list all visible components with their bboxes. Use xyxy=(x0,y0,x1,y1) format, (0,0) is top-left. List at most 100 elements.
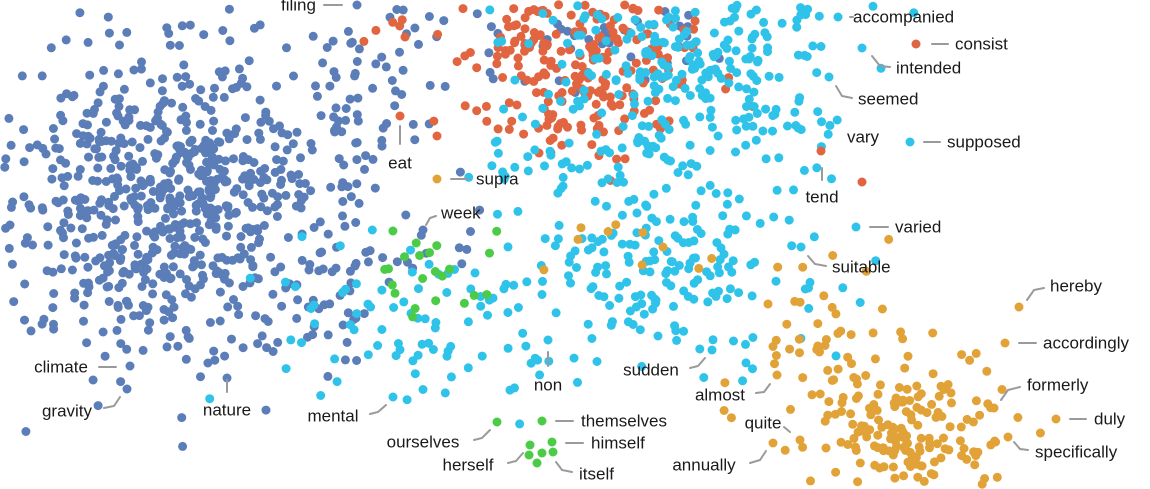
scatter-point xyxy=(133,217,143,227)
scatter-point xyxy=(114,94,124,104)
scatter-point xyxy=(693,275,703,285)
scatter-point xyxy=(724,78,734,88)
scatter-point xyxy=(198,234,208,244)
scatter-point xyxy=(654,130,664,140)
scatter-point xyxy=(486,22,496,32)
scatter-point xyxy=(262,175,272,185)
scatter-point xyxy=(853,477,863,487)
scatter-point xyxy=(543,97,553,107)
scatter-point xyxy=(145,174,155,184)
scatter-point xyxy=(323,330,333,340)
scatter-point xyxy=(965,355,975,365)
scatter-point xyxy=(392,257,402,267)
scatter-point xyxy=(658,242,668,252)
scatter-point xyxy=(205,138,215,148)
scatter-point xyxy=(262,343,272,353)
scatter-point xyxy=(470,268,480,278)
scatter-point xyxy=(363,257,373,267)
scatter-point xyxy=(292,313,302,323)
scatter-point xyxy=(497,36,507,46)
scatter-point xyxy=(747,291,757,301)
scatter-point xyxy=(724,262,733,272)
scatter-point xyxy=(730,225,740,235)
scatter-point xyxy=(493,148,503,158)
labeled-point xyxy=(1000,338,1010,348)
scatter-point xyxy=(808,41,818,51)
scatter-point xyxy=(532,88,541,98)
scatter-point xyxy=(194,96,204,106)
scatter-point xyxy=(971,348,981,358)
scatter-point xyxy=(627,111,637,121)
scatter-point xyxy=(91,256,101,266)
scatter-point xyxy=(746,260,756,270)
scatter-point xyxy=(947,398,956,408)
scatter-point xyxy=(129,311,139,321)
scatter-point xyxy=(620,0,630,10)
scatter-point xyxy=(283,233,293,242)
scatter-point xyxy=(77,224,87,234)
scatter-point xyxy=(591,267,601,277)
scatter-point xyxy=(764,71,774,81)
scatter-point xyxy=(410,369,420,379)
scatter-point xyxy=(745,52,755,62)
scatter-point xyxy=(418,385,428,394)
scatter-point xyxy=(368,154,378,164)
scatter-point xyxy=(260,314,270,324)
scatter-point xyxy=(243,198,253,207)
scatter-point xyxy=(83,262,93,272)
scatter-point xyxy=(395,47,404,57)
scatter-point xyxy=(104,297,114,306)
scatter-point xyxy=(354,198,364,208)
scatter-point xyxy=(89,232,98,242)
scatter-point xyxy=(400,32,410,42)
scatter-point xyxy=(567,163,577,173)
scatter-point xyxy=(784,215,794,225)
point-label-ourselves: ourselves xyxy=(387,433,460,452)
scatter-point xyxy=(641,200,651,210)
scatter-point xyxy=(821,443,831,453)
scatter-point xyxy=(43,222,53,232)
scatter-point xyxy=(729,336,738,346)
scatter-point xyxy=(807,390,817,400)
scatter-point xyxy=(400,252,409,262)
point-label-varied: varied xyxy=(895,218,941,237)
scatter-point xyxy=(716,243,726,253)
leader-line xyxy=(507,452,524,464)
scatter-point xyxy=(726,413,736,423)
scatter-point xyxy=(615,100,625,110)
scatter-point xyxy=(391,351,401,361)
scatter-point xyxy=(848,419,858,429)
scatter-point xyxy=(518,112,527,122)
scatter-point xyxy=(732,125,742,135)
scatter-point xyxy=(752,108,762,118)
scatter-point xyxy=(281,190,291,200)
scatter-point xyxy=(352,179,362,189)
scatter-point xyxy=(611,76,621,86)
leader-line xyxy=(1013,441,1029,451)
scatter-point xyxy=(780,445,790,455)
scatter-point xyxy=(219,166,229,176)
scatter-point xyxy=(309,223,319,232)
scatter-point xyxy=(556,46,566,56)
scatter-point xyxy=(289,71,298,81)
scatter-point xyxy=(410,135,420,145)
scatter-point xyxy=(892,441,902,451)
scatter-point xyxy=(501,279,511,289)
scatter-point xyxy=(432,131,442,141)
scatter-point xyxy=(291,201,301,211)
scatter-point xyxy=(414,39,423,49)
scatter-point xyxy=(861,266,871,276)
scatter-point xyxy=(799,165,809,175)
scatter-point xyxy=(122,344,132,354)
scatter-point xyxy=(377,325,387,334)
scatter-point xyxy=(583,319,593,329)
scatter-point xyxy=(145,78,155,88)
scatter-point xyxy=(648,304,658,314)
scatter-point xyxy=(141,121,151,131)
scatter-point xyxy=(877,304,887,314)
scatter-point xyxy=(165,196,175,206)
scatter-point xyxy=(113,180,123,190)
scatter-point xyxy=(786,404,795,414)
scatter-point xyxy=(146,198,156,207)
scatter-point xyxy=(195,226,204,236)
